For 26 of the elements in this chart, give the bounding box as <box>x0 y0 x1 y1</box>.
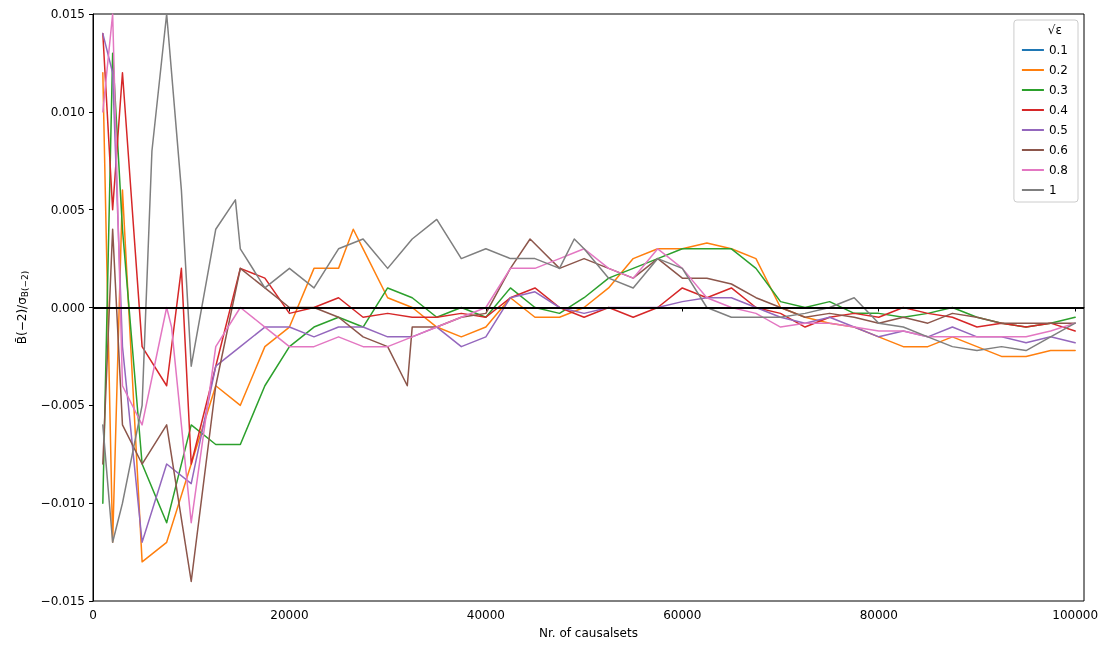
legend-label: 0.2 <box>1048 63 1069 77</box>
legend-label: 1 <box>1048 183 1057 197</box>
legend-label: 0.8 <box>1048 163 1069 177</box>
legend-label: 0.6 <box>1048 143 1069 157</box>
y-tick-label: 0.015 <box>50 7 85 21</box>
y-tick-label: −0.010 <box>40 496 85 511</box>
y-tick-label: −0.005 <box>40 398 85 413</box>
legend-label: 0.3 <box>1048 83 1069 97</box>
y-tick-label: 0.010 <box>50 104 85 119</box>
legend-label: 0.5 <box>1048 123 1069 137</box>
y-tick-label: −0.015 <box>40 594 85 608</box>
y-tick-label: 0.005 <box>50 202 85 217</box>
x-tick-label: 80000 <box>859 608 898 622</box>
y-tick-label: 0.000 <box>50 300 85 315</box>
legend-label: 0.1 <box>1048 43 1069 57</box>
x-tick-label: 40000 <box>466 608 505 622</box>
x-tick-label: 60000 <box>663 608 702 622</box>
line-series <box>102 228 1076 583</box>
legend-label: 0.4 <box>1048 103 1069 117</box>
line-series <box>102 32 1076 465</box>
x-tick-label: 20000 <box>270 608 309 622</box>
x-axis-title: Nr. of causalsets <box>539 626 638 640</box>
y-axis-title: B̄(−2)/σB(−2) <box>15 270 31 345</box>
legend-title: √ε <box>1047 23 1063 37</box>
x-tick-label: 0 <box>89 608 97 622</box>
x-tick-label: 100000 <box>1052 608 1099 622</box>
